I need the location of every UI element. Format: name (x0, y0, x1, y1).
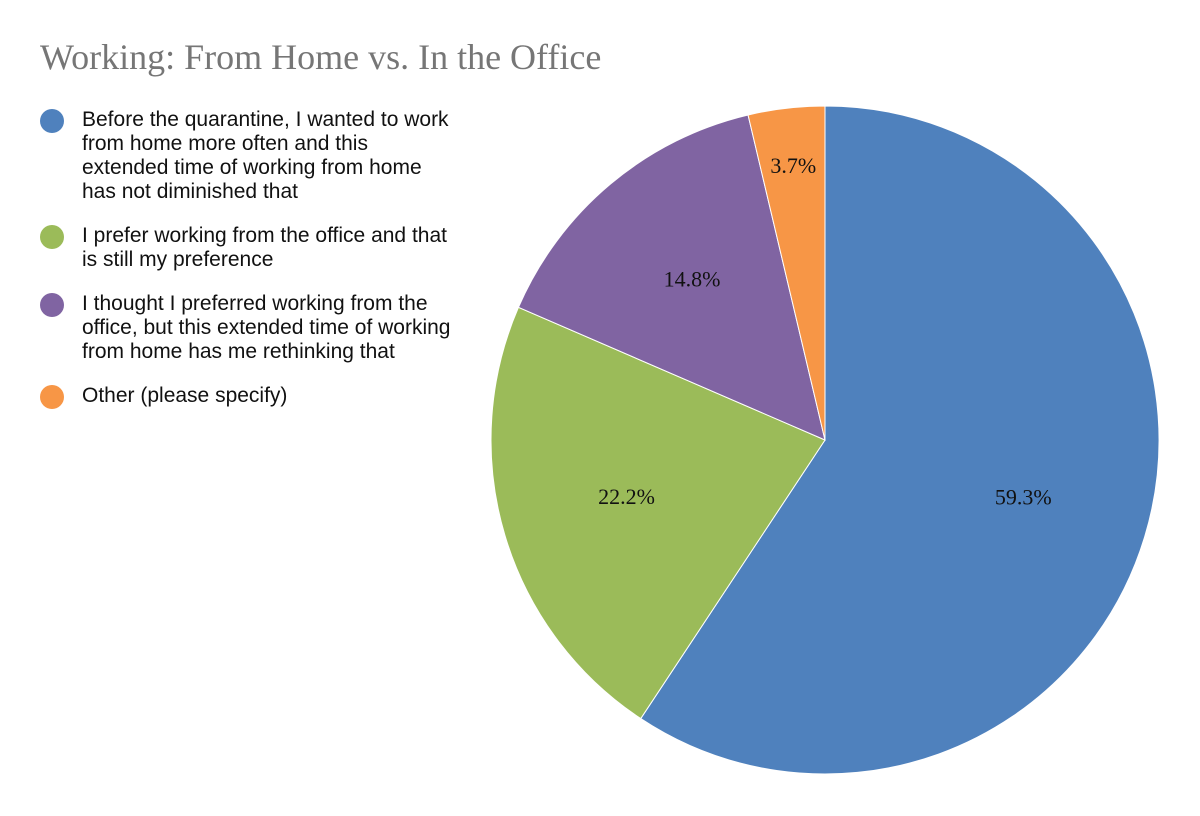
pie-value-label-3: 14.8% (664, 266, 721, 291)
legend-marker-prefer-office (40, 225, 64, 249)
legend-label-other: Other (please specify) (82, 384, 288, 407)
legend-item-prefer-office[interactable]: I prefer working from the office and tha… (40, 224, 460, 272)
legend-item-other[interactable]: Other (please specify) (40, 384, 460, 409)
legend: Before the quarantine, I wanted to work … (40, 108, 460, 428)
pie-slices (490, 105, 1160, 775)
legend-label-rethinking: I thought I preferred working from the o… (82, 292, 451, 363)
pie-value-label-4: 3.7% (770, 153, 816, 178)
legend-item-wanted-wfh[interactable]: Before the quarantine, I wanted to work … (40, 108, 460, 204)
legend-item-rethinking[interactable]: I thought I preferred working from the o… (40, 292, 460, 364)
legend-label-wanted-wfh: Before the quarantine, I wanted to work … (82, 108, 449, 203)
pie-value-label-1: 59.3% (995, 485, 1052, 510)
chart-title: Working: From Home vs. In the Office (40, 37, 602, 77)
legend-label-prefer-office: I prefer working from the office and tha… (82, 224, 447, 271)
legend-marker-wanted-wfh (40, 109, 64, 133)
pie-slice-4[interactable] (747, 105, 826, 441)
pie-slice-3[interactable] (517, 114, 826, 441)
pie-value-labels: 59.3% 22.2% 14.8% 3.7% (598, 153, 1052, 510)
legend-marker-other (40, 385, 64, 409)
pie-slice-2[interactable] (490, 306, 826, 720)
pie-value-label-2: 22.2% (598, 484, 655, 509)
pie-slice-1[interactable] (640, 105, 1160, 775)
legend-marker-rethinking (40, 293, 64, 317)
